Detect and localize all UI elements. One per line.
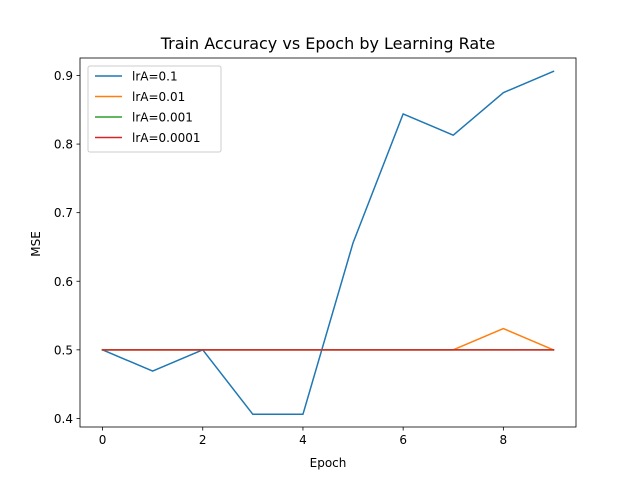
legend-label-4: lrA=0.0001 <box>132 131 201 145</box>
y-axis-label: MSE <box>29 231 43 257</box>
y-tick-label: 0.4 <box>54 412 73 426</box>
axes-frame <box>79 57 577 428</box>
x-tick-label: 2 <box>199 433 207 447</box>
legend-label-2: lrA=0.01 <box>132 90 185 104</box>
legend: lrA=0.1 lrA=0.01 lrA=0.001 lrA=0.0001 <box>87 65 222 153</box>
y-tick-label: 0.5 <box>54 343 73 357</box>
x-tick-label: 6 <box>399 433 407 447</box>
legend-label-1: lrA=0.1 <box>132 70 178 84</box>
x-axis-label: Epoch <box>310 456 347 470</box>
y-tick-label: 0.6 <box>54 275 73 289</box>
legend-box <box>87 65 222 153</box>
chart-title: Train Accuracy vs Epoch by Learning Rate <box>160 34 496 53</box>
x-tick-label: 0 <box>99 433 107 447</box>
y-tick-label: 0.7 <box>54 206 73 220</box>
y-tick-label: 0.8 <box>54 138 73 152</box>
plot-area: 0 2 4 6 8 0.4 0.5 0.6 0.7 0.8 0.9 <box>54 57 577 447</box>
series-line-1 <box>101 70 555 416</box>
legend-label-3: lrA=0.001 <box>132 111 193 125</box>
y-tick-label: 0.9 <box>54 69 73 83</box>
x-tick-label: 8 <box>500 433 508 447</box>
x-tick-label: 4 <box>299 433 307 447</box>
